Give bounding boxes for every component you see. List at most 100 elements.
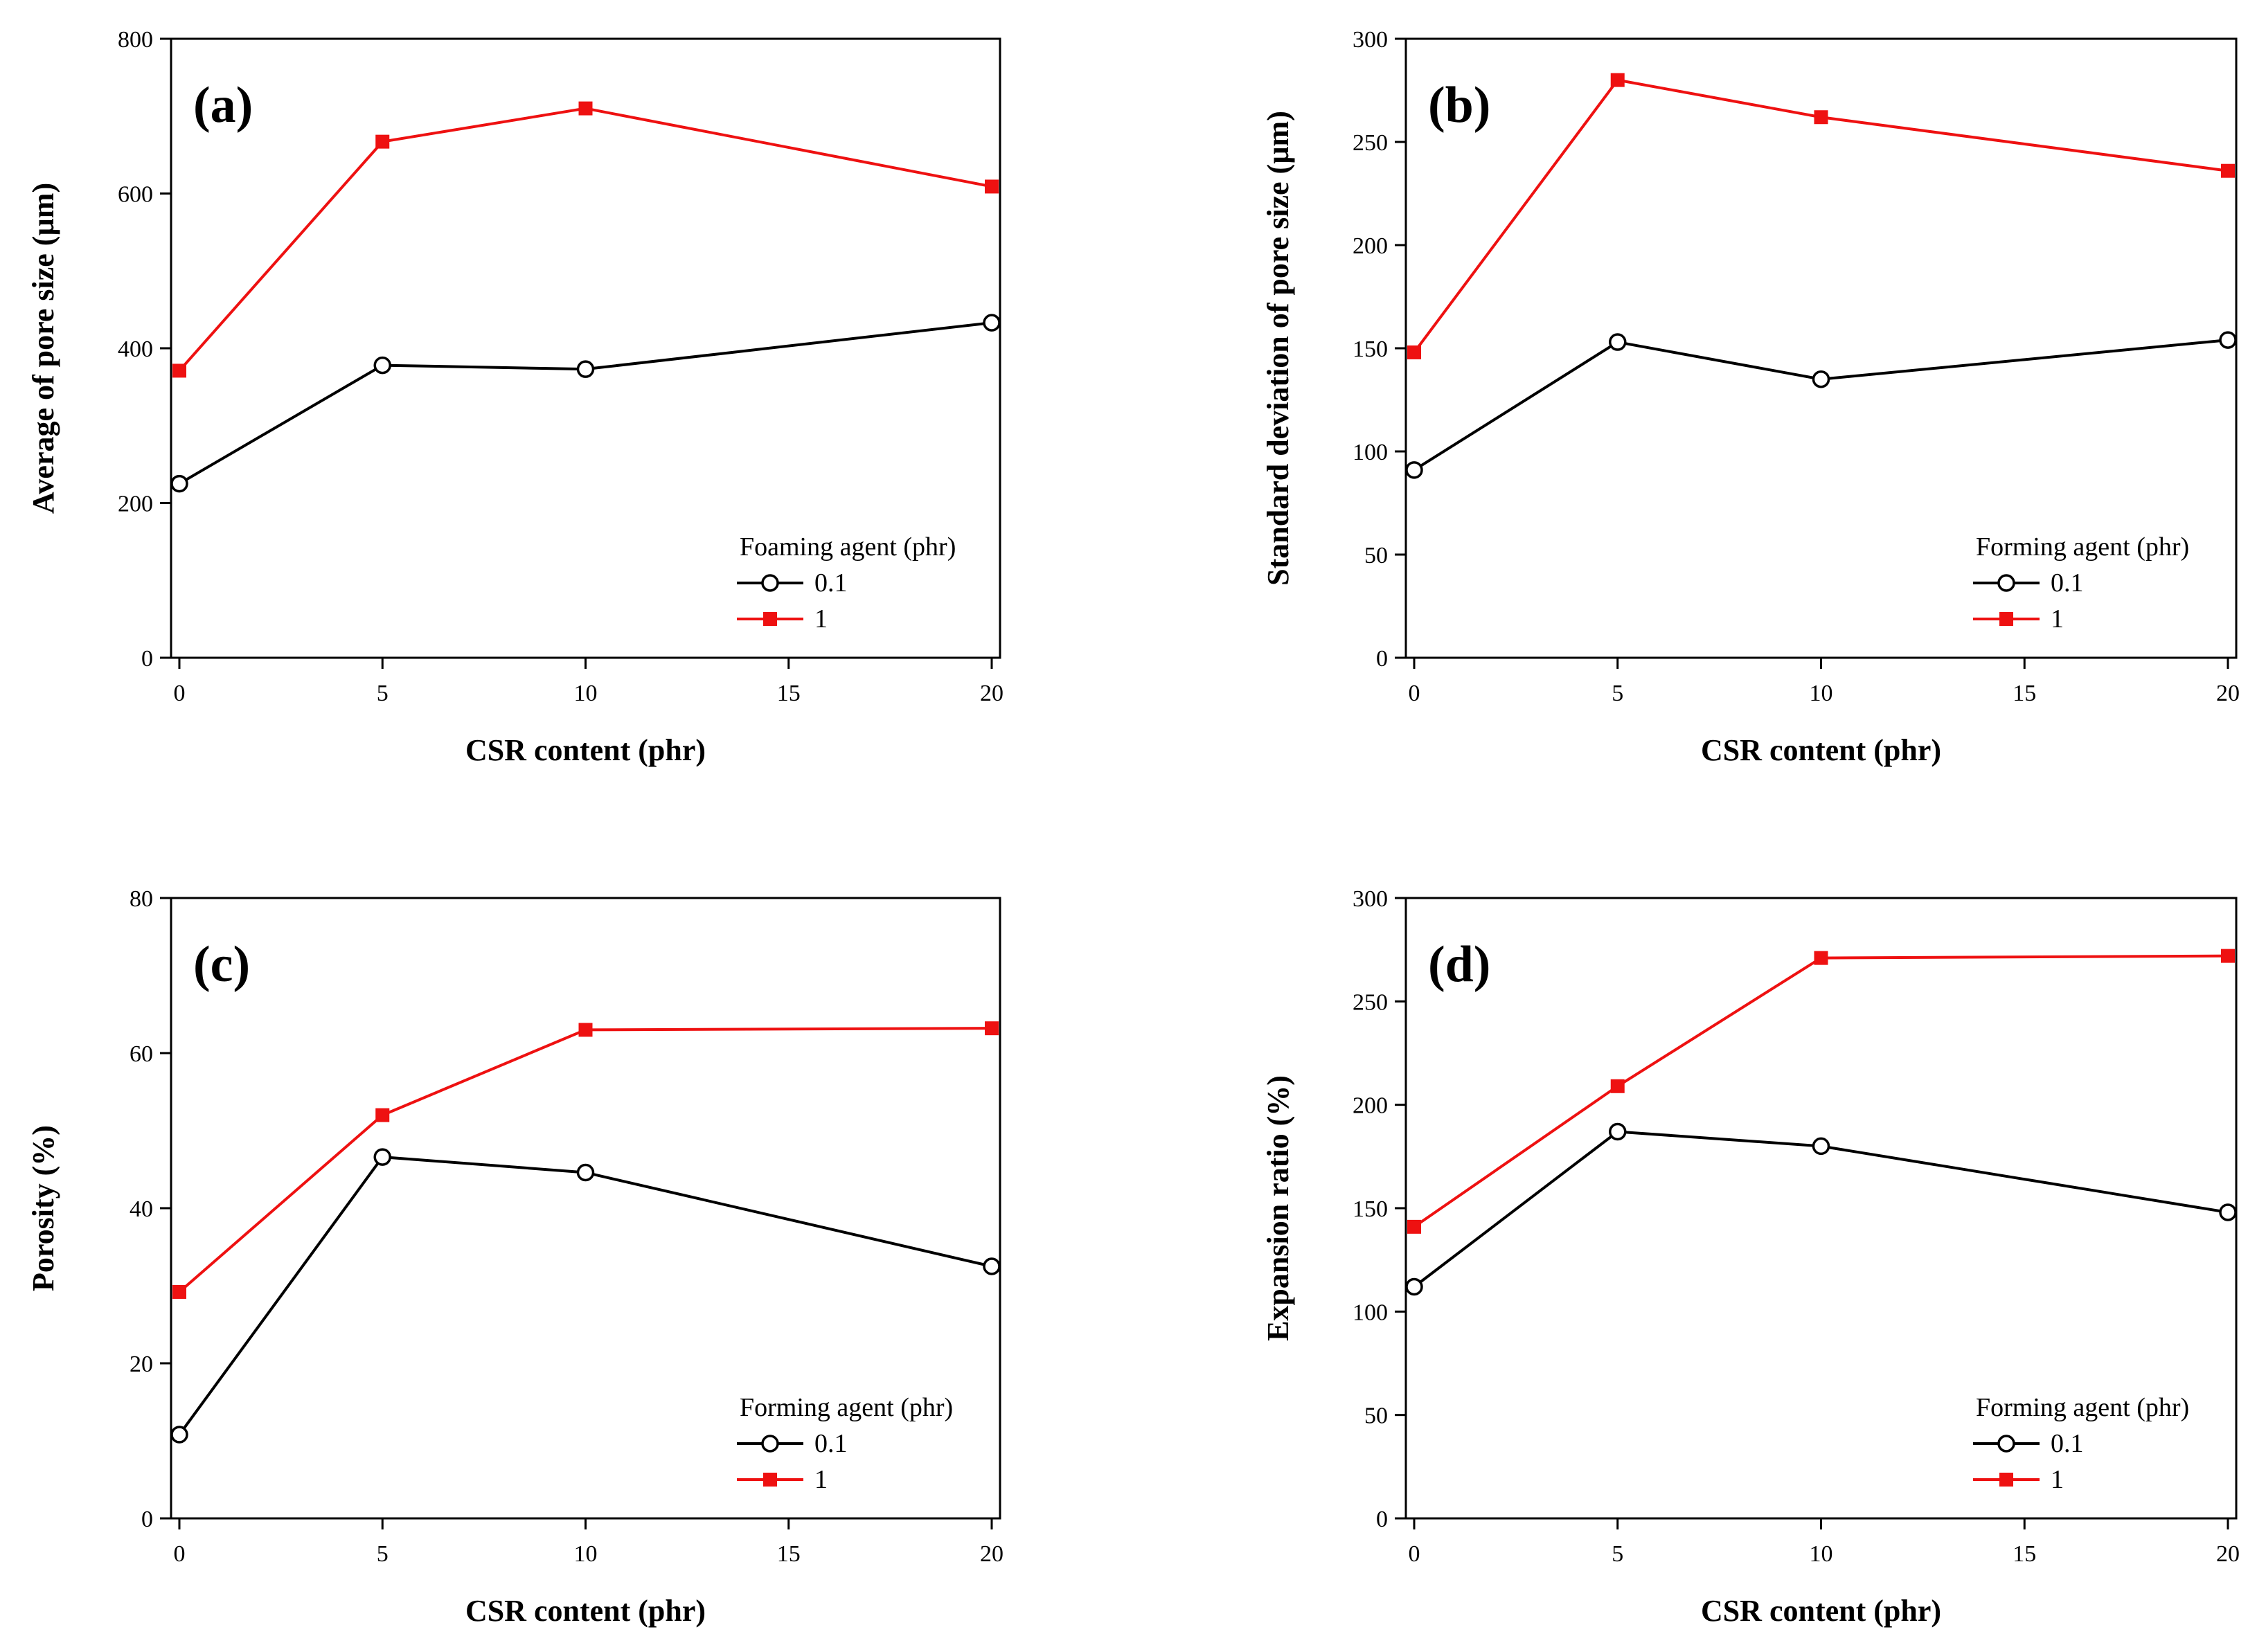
y-tick-label: 150 bbox=[1353, 336, 1388, 362]
legend-marker-filled-square bbox=[763, 612, 777, 626]
y-tick-label: 50 bbox=[1364, 543, 1388, 568]
x-tick-label: 0 bbox=[174, 1541, 186, 1567]
y-tick-label: 40 bbox=[130, 1196, 153, 1222]
x-tick-label: 0 bbox=[174, 681, 186, 706]
x-tick-label: 20 bbox=[980, 681, 1003, 706]
y-axis-label: Expansion ratio (%) bbox=[1261, 1075, 1295, 1341]
y-tick-label: 250 bbox=[1353, 989, 1388, 1015]
x-axis-label: CSR content (phr) bbox=[465, 1594, 706, 1628]
data-point-open-circle bbox=[2219, 331, 2237, 349]
y-tick-label: 200 bbox=[118, 492, 153, 517]
y-tick-label: 600 bbox=[118, 182, 153, 208]
data-point-filled-square bbox=[578, 101, 593, 116]
data-point-filled-square bbox=[172, 363, 186, 378]
y-tick-label: 250 bbox=[1353, 130, 1388, 156]
data-point-open-circle bbox=[170, 1426, 188, 1444]
data-point-open-circle bbox=[1609, 333, 1627, 351]
panel-label: (b) bbox=[1428, 77, 1490, 134]
series-line-0-1 bbox=[1413, 1130, 2229, 1289]
x-tick-label: 15 bbox=[2013, 1541, 2036, 1567]
plot-frame bbox=[170, 897, 1001, 1520]
panel-c: 0 5 10 15 20 0 20 40 60 80 CSR content (phr) Porosi… bbox=[26, 886, 1003, 1628]
x-tick-label: 0 bbox=[1409, 681, 1420, 706]
y-axis-label: Porosity (%) bbox=[26, 1125, 60, 1291]
x-tick-label: 5 bbox=[1612, 1541, 1623, 1567]
legend-marker-open-circle bbox=[761, 1435, 779, 1453]
data-point-filled-square bbox=[375, 1108, 390, 1122]
panel-label: (d) bbox=[1428, 936, 1490, 993]
y-tick-label: 0 bbox=[141, 1507, 153, 1532]
data-point-open-circle bbox=[1812, 1137, 1830, 1156]
y-tick-label: 0 bbox=[141, 646, 153, 672]
data-point-open-circle bbox=[373, 1148, 391, 1166]
data-point-open-circle bbox=[1405, 461, 1423, 479]
y-tick-label: 200 bbox=[1353, 1093, 1388, 1119]
series-line-0-1 bbox=[178, 321, 992, 485]
x-tick-label: 15 bbox=[2013, 681, 2036, 706]
data-point-filled-square bbox=[1407, 345, 1421, 359]
y-tick-label: 200 bbox=[1353, 233, 1388, 259]
y-tick-label: 0 bbox=[1376, 1507, 1388, 1532]
data-point-filled-square bbox=[375, 134, 390, 149]
data-point-open-circle bbox=[1609, 1122, 1627, 1141]
y-tick-label: 20 bbox=[130, 1352, 153, 1377]
x-axis-label: CSR content (phr) bbox=[465, 733, 706, 767]
series-line-0-1 bbox=[178, 1156, 992, 1436]
legend-title: Forming agent (phr) bbox=[740, 1393, 953, 1422]
legend-title: Forming agent (phr) bbox=[1976, 532, 2189, 562]
legend-marker-filled-square bbox=[763, 1473, 777, 1487]
x-axis-label: CSR content (phr) bbox=[1701, 1594, 1941, 1628]
data-point-filled-square bbox=[1814, 110, 1828, 125]
data-point-open-circle bbox=[576, 360, 595, 378]
y-tick-label: 50 bbox=[1364, 1403, 1388, 1429]
legend-entry: 0.1 bbox=[2051, 568, 2084, 598]
data-point-filled-square bbox=[1610, 1079, 1625, 1093]
legend-entry: 0.1 bbox=[814, 568, 848, 598]
data-point-filled-square bbox=[1407, 1219, 1421, 1234]
x-tick-label: 10 bbox=[574, 681, 598, 706]
data-point-open-circle bbox=[373, 356, 391, 375]
x-tick-label: 5 bbox=[377, 1541, 389, 1567]
y-tick-label: 300 bbox=[1353, 886, 1388, 912]
legend-marker-open-circle bbox=[761, 574, 779, 592]
y-tick-label: 100 bbox=[1353, 440, 1388, 465]
data-point-filled-square bbox=[985, 1021, 999, 1036]
legend-entry: 1 bbox=[814, 604, 828, 634]
plot-frame bbox=[1404, 897, 2238, 1520]
y-tick-label: 0 bbox=[1376, 646, 1388, 672]
data-point-filled-square bbox=[172, 1284, 186, 1299]
plot-frame bbox=[170, 37, 1001, 659]
y-tick-label: 60 bbox=[130, 1041, 153, 1067]
y-tick-label: 100 bbox=[1353, 1300, 1388, 1325]
y-tick-label: 400 bbox=[118, 336, 153, 362]
data-point-filled-square bbox=[1610, 73, 1625, 87]
legend-marker-filled-square bbox=[1999, 1473, 2013, 1487]
series-line-1 bbox=[178, 107, 992, 372]
legend-entry: 1 bbox=[814, 1465, 828, 1494]
data-point-open-circle bbox=[1812, 370, 1830, 388]
legend-title: Foaming agent (phr) bbox=[740, 532, 956, 562]
y-tick-label: 80 bbox=[130, 886, 153, 912]
y-tick-label: 800 bbox=[118, 27, 153, 53]
data-point-open-circle bbox=[576, 1163, 595, 1182]
data-point-open-circle bbox=[983, 314, 1001, 332]
x-tick-label: 20 bbox=[980, 1541, 1003, 1567]
x-tick-label: 20 bbox=[2216, 1541, 2240, 1567]
y-axis-label: Average of pore size (µm) bbox=[26, 183, 60, 514]
legend-marker-open-circle bbox=[1997, 574, 2015, 592]
legend-entry: 1 bbox=[2051, 1465, 2064, 1494]
legend-entry: 1 bbox=[2051, 604, 2064, 634]
x-tick-label: 15 bbox=[777, 681, 801, 706]
data-point-filled-square bbox=[985, 179, 999, 194]
x-axis-label: CSR content (phr) bbox=[1701, 733, 1941, 767]
x-tick-label: 15 bbox=[777, 1541, 801, 1567]
x-tick-label: 5 bbox=[377, 681, 389, 706]
data-point-filled-square bbox=[2221, 163, 2235, 178]
series-line-0-1 bbox=[1413, 339, 2229, 472]
panel-label: (c) bbox=[193, 936, 250, 993]
series-line-1 bbox=[178, 1027, 992, 1293]
